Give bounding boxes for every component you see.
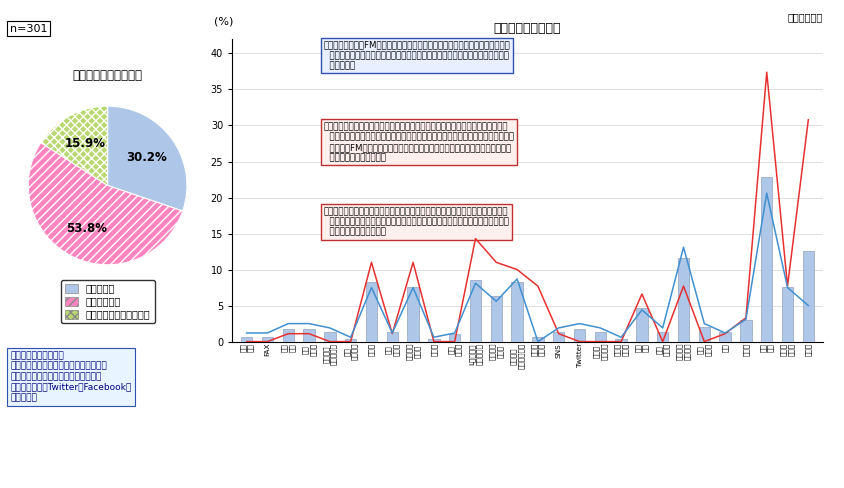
Bar (657, 332, 668, 342)
Bar (365, 282, 377, 342)
Bar (782, 287, 793, 342)
Bar (615, 340, 627, 342)
Bar (408, 287, 419, 342)
Bar (428, 340, 440, 342)
Text: (%): (%) (214, 17, 234, 27)
Legend: 十分だった, 不十分だった, わからないないし無回答: 十分だった, 不十分だった, わからないないし無回答 (61, 280, 154, 324)
Bar (594, 332, 606, 342)
Bar (719, 332, 731, 342)
Bar (324, 332, 336, 342)
Bar (283, 329, 294, 342)
Bar (470, 280, 481, 342)
Bar (761, 177, 772, 342)
Title: 行政情報の収集手段: 行政情報の収集手段 (494, 22, 561, 35)
Bar (533, 337, 544, 342)
Wedge shape (107, 106, 187, 211)
Bar (803, 251, 814, 342)
Bar (303, 329, 315, 342)
Bar (387, 332, 398, 342)
Wedge shape (41, 106, 108, 185)
Bar (345, 340, 356, 342)
Bar (490, 296, 502, 342)
Wedge shape (29, 142, 182, 265)
Bar (574, 329, 585, 342)
Bar (699, 327, 710, 342)
Bar (241, 337, 252, 342)
Bar (553, 332, 565, 342)
Text: ・防災メールは比較的情報を積極的に出していたが、認知度自体が低かったよう
  に思う。携帯を持っている人でも、防災メールの登録をしていないから、情報
  がこな: ・防災メールは比較的情報を積極的に出していたが、認知度自体が低かったよう に思う… (324, 207, 509, 237)
Bar (511, 282, 522, 342)
Text: 30.2%: 30.2% (126, 151, 167, 164)
Text: n=301: n=301 (10, 24, 47, 34)
Text: （複数回答）: （複数回答） (787, 12, 823, 22)
Title: 行政情報収集の充足度: 行政情報収集の充足度 (73, 69, 143, 82)
Bar (678, 258, 690, 342)
Bar (449, 334, 461, 342)
Bar (636, 308, 647, 342)
Bar (740, 320, 752, 342)
Text: 【行政の対応（例）】
・発災初期、ホームページでの情報発信
ができなくなったため、職員が携帯か
らも発信可能なTwitterやFacebookを
活用した。: 【行政の対応（例）】 ・発災初期、ホームページでの情報発信 ができなくなったため… (10, 351, 132, 402)
Bar (262, 337, 273, 342)
Text: ・当市のさいがいFMでは、ストリーミング配信を行っていた。市民から地域に
  密着した情報が得られて役に立っていると言われていた。市外の人からも好評
  であっ: ・当市のさいがいFMでは、ストリーミング配信を行っていた。市民から地域に 密着し… (324, 41, 511, 70)
Text: 15.9%: 15.9% (64, 137, 106, 150)
Text: ・行政は広報活動が不十分だったのではないだろうか。街の様子を見たくても見
  れないという人も多い。緊急時に、リアルタイムで映像で流れてくる方が良い。
  さい: ・行政は広報活動が不十分だったのではないだろうか。街の様子を見たくても見 れない… (324, 122, 514, 163)
Text: 53.8%: 53.8% (67, 222, 107, 235)
